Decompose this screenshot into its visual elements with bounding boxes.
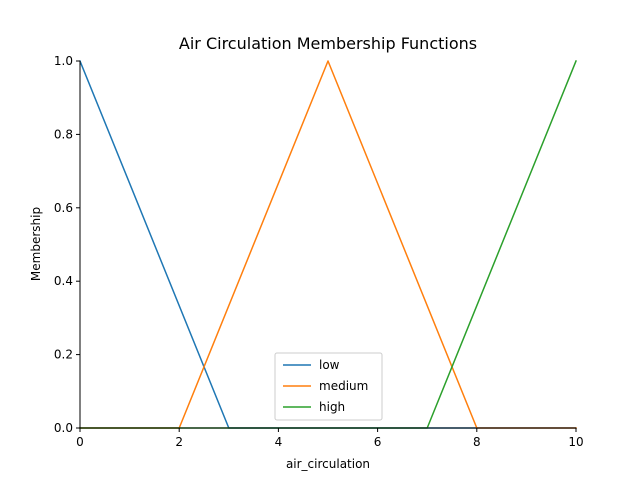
y-axis-label: Membership: [29, 207, 43, 281]
y-tick-label: 0.0: [54, 421, 73, 435]
x-tick-label: 2: [175, 435, 183, 449]
legend-items: low medium high: [283, 358, 368, 414]
legend-label-low: low: [319, 358, 340, 372]
legend: low medium high: [274, 352, 383, 421]
chart-title: Air Circulation Membership Functions: [179, 34, 477, 53]
y-axis-ticks: 0.0 0.2 0.4 0.6 0.8 1.0: [54, 54, 80, 435]
x-axis-ticks: 0 2 4 6 8 10: [76, 428, 584, 449]
y-tick-label: 0.4: [54, 274, 73, 288]
legend-frame: [274, 352, 383, 421]
x-axis-label: air_circulation: [286, 457, 370, 471]
x-tick-label: 6: [374, 435, 382, 449]
y-tick-label: 1.0: [54, 54, 73, 68]
x-tick-label: 8: [473, 435, 481, 449]
legend-label-medium: medium: [319, 379, 368, 393]
legend-label-high: high: [319, 400, 345, 414]
y-tick-label: 0.2: [54, 348, 73, 362]
y-tick-label: 0.8: [54, 127, 73, 141]
x-tick-label: 4: [275, 435, 283, 449]
y-tick-label: 0.6: [54, 201, 73, 215]
x-tick-label: 0: [76, 435, 84, 449]
x-tick-label: 10: [568, 435, 583, 449]
